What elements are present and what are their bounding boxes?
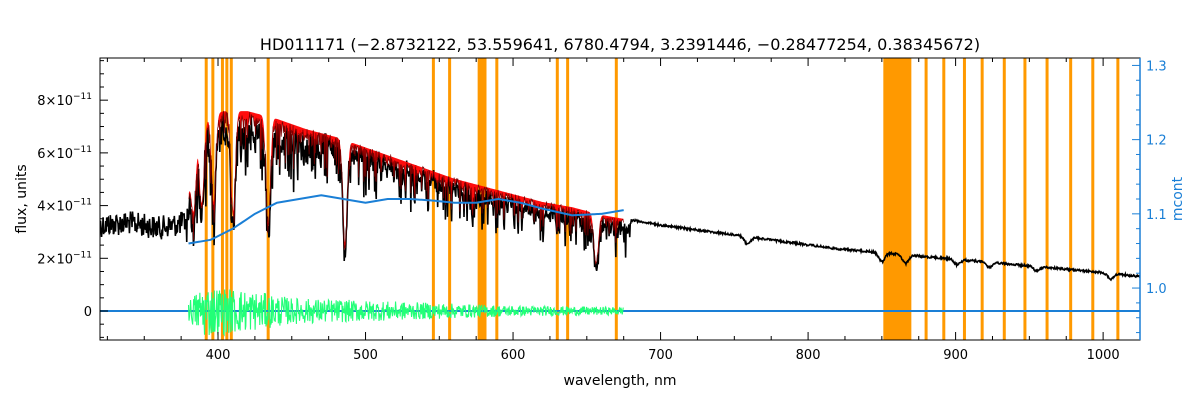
masked-line <box>924 58 928 340</box>
masked-line <box>448 58 452 340</box>
x-tick-label: 900 <box>943 348 968 363</box>
y2-axis-title: mcont <box>1170 176 1186 221</box>
x-axis: 400 500 600 700 800 900 1000 <box>106 58 1141 363</box>
y-tick-label: 8×10−11 <box>37 92 92 109</box>
x-tick-label: 1000 <box>1087 348 1120 363</box>
y-axis-right: 1.0 1.1 1.2 1.3 <box>1132 58 1167 340</box>
y2-tick-label: 1.0 <box>1146 282 1167 297</box>
x-tick-label: 700 <box>648 348 673 363</box>
masked-line <box>225 58 229 340</box>
masked-line <box>1069 58 1073 340</box>
y2-tick-label: 1.2 <box>1146 134 1167 149</box>
masked-line <box>220 58 224 340</box>
masked-line <box>1091 58 1095 340</box>
masked-line <box>431 58 435 340</box>
masked-line <box>942 58 946 340</box>
masked-line <box>1023 58 1027 340</box>
chart-title: HD011171 (−2.8732122, 53.559641, 6780.47… <box>260 35 980 54</box>
y-axis-title: flux, units <box>14 164 30 233</box>
masked-regions <box>204 58 1120 340</box>
x-axis-title: wavelength, nm <box>564 373 677 389</box>
masked-line <box>1002 58 1006 340</box>
masked-line <box>266 58 270 340</box>
series-continuum <box>188 194 624 245</box>
y-tick-label: 0 <box>84 305 92 320</box>
x-tick-label: 500 <box>353 348 378 363</box>
x-tick-label: 800 <box>796 348 821 363</box>
masked-line <box>1116 58 1120 340</box>
masked-line <box>962 58 966 340</box>
masked-line <box>980 58 984 340</box>
x-tick-label: 600 <box>501 348 526 363</box>
series-observed-spectrum <box>100 113 1140 282</box>
masked-band <box>883 58 912 340</box>
series-residuals <box>187 289 624 337</box>
masked-line <box>1045 58 1049 340</box>
y2-tick-label: 1.3 <box>1146 59 1167 74</box>
masked-line <box>566 58 570 340</box>
x-tick-label: 400 <box>206 348 231 363</box>
masked-line <box>555 58 559 340</box>
data-series <box>100 110 1140 337</box>
y-axis-left: 0 2×10−11 4×10−11 6×10−11 8×10−11 <box>37 60 108 338</box>
y2-tick-label: 1.1 <box>1146 208 1167 223</box>
masked-line <box>614 58 618 340</box>
y-tick-label: 4×10−11 <box>37 198 92 215</box>
series-model-spectrum <box>188 110 624 265</box>
y-tick-label: 2×10−11 <box>37 250 92 267</box>
y-tick-label: 6×10−11 <box>37 145 92 162</box>
